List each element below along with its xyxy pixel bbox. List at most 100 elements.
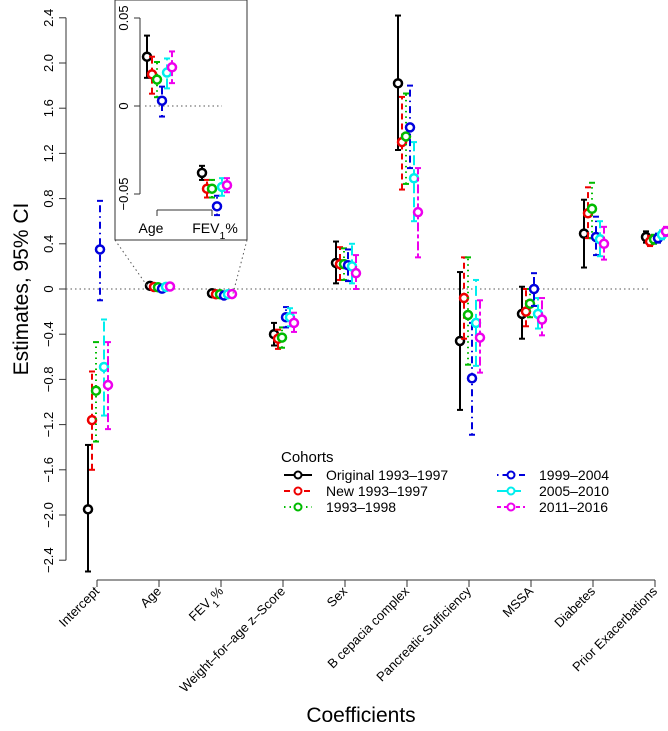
data-point [82,443,94,573]
estimate-point [151,74,163,85]
y-tick-label: 0 [41,285,56,292]
data-point [586,181,598,240]
inset-y-tick-label: 0 [116,102,131,109]
estimate-point [462,309,474,321]
legend-marker [293,470,303,480]
y-tick-label: 1.6 [41,99,56,117]
legend-item: 1993–1998 [284,499,396,515]
data-point [412,167,424,259]
legend-item: Original 1993–1997 [284,467,448,483]
y-tick-label: 1.2 [41,144,56,162]
estimate-point [578,228,590,239]
data-point [462,256,474,366]
data-point [392,14,404,152]
estimate-point [98,361,110,373]
estimate-point [466,373,478,384]
estimate-point [586,203,598,215]
estimate-point [276,332,288,343]
estimate-point [90,385,102,396]
data-point [598,225,610,261]
inset-frame [114,0,248,241]
y-tick-label: 2.0 [41,54,56,72]
estimate-point [82,504,94,515]
y-axis-label: Estimates, 95% CI [10,203,33,376]
legend-title: Cohorts [281,449,334,466]
estimate-point [86,414,98,426]
estimate-point [474,332,486,343]
inset-data-point [211,194,223,217]
data-point [98,318,110,417]
legend-item: 2005–2010 [497,483,609,499]
data-point [660,225,668,237]
estimate-point [211,201,223,212]
estimate-point [392,78,404,89]
x-tick-label: Age [137,584,164,611]
data-point [470,278,482,367]
legend-item: 1999–2004 [497,467,609,483]
estimate-point [226,288,238,300]
x-axis-label: Coefficients [306,704,415,727]
legend-label: 1999–2004 [539,467,609,483]
estimate-point [288,317,300,329]
estimate-point [404,122,416,133]
legend-label: 2005–2010 [539,483,609,499]
legend-item: New 1993–1997 [284,483,428,499]
legend-label: Original 1993–1997 [326,467,448,483]
inset-data-point [221,177,233,194]
y-tick-label: 0.4 [41,235,56,253]
data-point [226,288,238,300]
x-tick-label: Diabetes [551,583,598,630]
estimate-point [408,173,420,184]
estimate-point [660,226,668,237]
estimate-point [400,131,412,142]
data-point [454,271,466,411]
estimate-point [221,179,233,191]
inset-data-point [156,85,168,118]
data-point [474,299,486,374]
estimate-point [350,267,362,279]
x-tick-label: Weight–for–age z–Score [176,584,288,696]
estimate-point [536,314,548,325]
legend-marker [506,470,516,480]
data-point [404,84,416,170]
inset-connector-right [232,239,248,294]
legend-marker [293,486,303,496]
x-tick-label: Intercept [56,583,103,630]
data-point [164,281,176,292]
data-point [400,92,412,185]
data-point [350,254,362,290]
y-tick-label: −1.2 [41,412,56,438]
data-point [288,311,300,333]
data-point [520,288,532,328]
estimate-point [412,206,424,218]
estimate-point [102,379,114,391]
inset-data-point [146,55,158,95]
y-tick-label: −2.0 [41,502,56,528]
main-marks [82,14,668,573]
legend-item: 2011–2016 [497,499,608,515]
estimate-point [206,183,218,194]
estimate-point [94,244,106,255]
y-tick-label: −2.4 [41,547,56,573]
inset-connector-left [114,239,148,286]
inset-data-point [166,50,178,85]
y-tick-label: −0.4 [41,321,56,347]
inset-x-tick-label: Age [139,220,164,236]
data-point [90,341,102,443]
estimate-point [164,281,176,292]
y-tick-label: −1.6 [41,457,56,483]
x-tick-label: FEV1% [186,583,231,628]
x-tick-label: MSSA [499,583,536,620]
estimate-point [528,283,540,295]
y-tick-label: −0.8 [41,367,56,393]
inset-data-point [206,178,218,199]
y-tick-label: 2.4 [41,9,56,27]
x-tick-label: Sex [324,583,351,610]
data-point [528,272,540,307]
inset-data-point [151,61,163,99]
estimate-point [470,317,482,329]
data-point [102,341,114,431]
data-point [536,297,548,337]
